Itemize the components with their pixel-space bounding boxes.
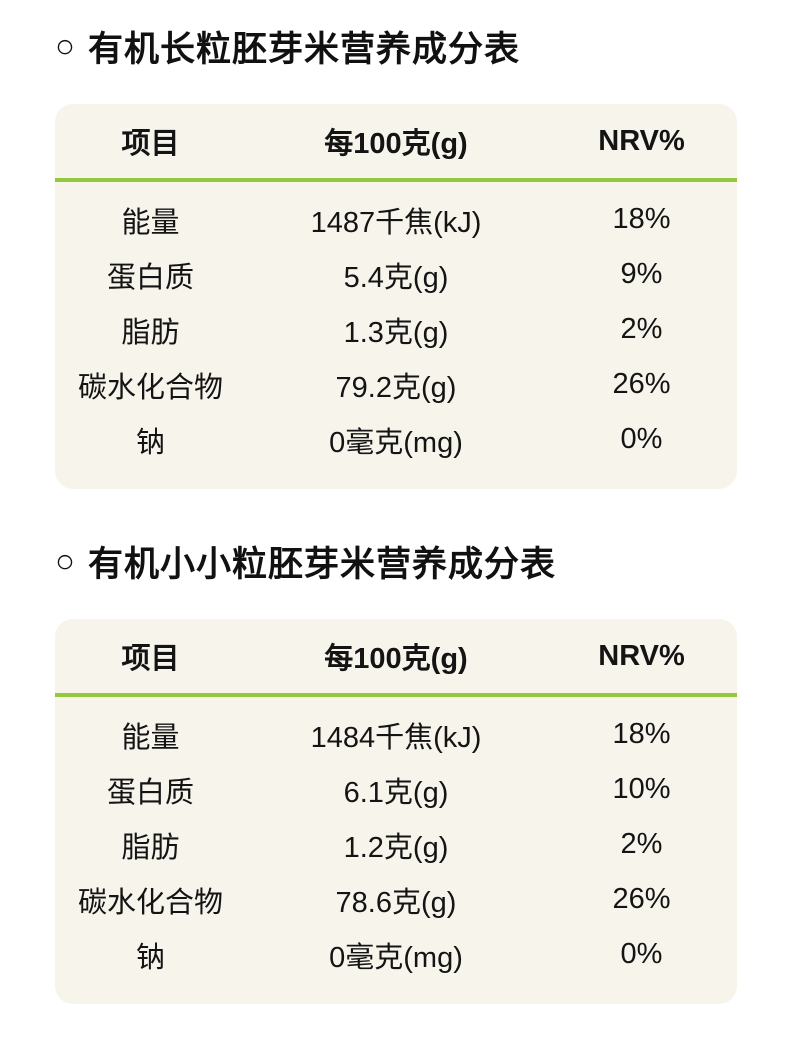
cell-per100g: 5.4克(g) bbox=[343, 261, 449, 294]
section-title-long-grain: ○ 有机长粒胚芽米营养成分表 bbox=[55, 24, 737, 69]
table-row-protein: 蛋白质 6.1克(g) 10% bbox=[55, 762, 737, 817]
cell-per100g: 1484千焦(kJ) bbox=[310, 721, 482, 754]
cell-item: 脂肪 bbox=[121, 831, 180, 864]
cell-item: 碳水化合物 bbox=[77, 886, 223, 919]
cell-nrv: 18% bbox=[612, 718, 671, 750]
table-body: 能量 1484千焦(kJ) 18% 蛋白质 6.1克(g) 10% 脂肪 1.2… bbox=[55, 697, 737, 1004]
table-row-protein: 蛋白质 5.4克(g) 9% bbox=[55, 247, 737, 302]
cell-nrv: 10% bbox=[612, 773, 671, 805]
column-header-item: 项目 bbox=[121, 128, 180, 160]
column-header-item: 项目 bbox=[121, 643, 180, 675]
cell-per100g: 1.2克(g) bbox=[343, 831, 449, 864]
circle-bullet-icon: ○ bbox=[55, 541, 76, 579]
table-body: 能量 1487千焦(kJ) 18% 蛋白质 5.4克(g) 9% 脂肪 1.3克… bbox=[55, 182, 737, 489]
table-row-fat: 脂肪 1.2克(g) 2% bbox=[55, 817, 737, 872]
cell-item: 蛋白质 bbox=[106, 776, 194, 809]
cell-per100g: 78.6克(g) bbox=[335, 886, 457, 919]
section-title-text: 有机小小粒胚芽米营养成分表 bbox=[87, 544, 556, 584]
table-row-fat: 脂肪 1.3克(g) 2% bbox=[55, 302, 737, 357]
table-row-sodium: 钠 0毫克(mg) 0% bbox=[55, 927, 737, 982]
nutrition-section-long-grain: ○ 有机长粒胚芽米营养成分表 项目 每100克(g) NRV% 能量 1487千… bbox=[55, 24, 737, 489]
column-header-per100g: 每100克(g) bbox=[324, 128, 468, 160]
cell-nrv: 18% bbox=[612, 203, 671, 235]
cell-per100g: 0毫克(mg) bbox=[329, 426, 463, 459]
cell-per100g: 0毫克(mg) bbox=[329, 941, 463, 974]
table-row-carbohydrate: 碳水化合物 78.6克(g) 26% bbox=[55, 872, 737, 927]
cell-nrv: 26% bbox=[612, 883, 671, 915]
cell-nrv: 2% bbox=[620, 828, 663, 860]
cell-item: 碳水化合物 bbox=[77, 371, 223, 404]
circle-bullet-icon: ○ bbox=[55, 26, 76, 64]
cell-item: 钠 bbox=[135, 426, 165, 459]
column-header-per100g: 每100克(g) bbox=[324, 643, 468, 675]
cell-item: 能量 bbox=[121, 206, 180, 239]
nutrition-table-small-grain: 项目 每100克(g) NRV% 能量 1484千焦(kJ) 18% 蛋白质 6… bbox=[55, 619, 737, 1004]
cell-per100g: 1487千焦(kJ) bbox=[310, 206, 482, 239]
green-divider bbox=[55, 178, 737, 182]
table-row-carbohydrate: 碳水化合物 79.2克(g) 26% bbox=[55, 357, 737, 412]
column-header-nrv: NRV% bbox=[598, 639, 685, 672]
cell-nrv: 0% bbox=[620, 938, 663, 970]
cell-per100g: 1.3克(g) bbox=[343, 316, 449, 349]
table-row-sodium: 钠 0毫克(mg) 0% bbox=[55, 412, 737, 467]
cell-item: 钠 bbox=[135, 941, 165, 974]
table-row-energy: 能量 1484千焦(kJ) 18% bbox=[55, 707, 737, 762]
table-row-energy: 能量 1487千焦(kJ) 18% bbox=[55, 192, 737, 247]
cell-item: 蛋白质 bbox=[106, 261, 194, 294]
cell-nrv: 26% bbox=[612, 368, 671, 400]
cell-per100g: 6.1克(g) bbox=[343, 776, 449, 809]
table-header-row: 项目 每100克(g) NRV% bbox=[55, 619, 737, 693]
cell-nrv: 9% bbox=[620, 258, 663, 290]
column-header-nrv: NRV% bbox=[598, 124, 685, 157]
cell-item: 脂肪 bbox=[121, 316, 180, 349]
section-title-small-grain: ○ 有机小小粒胚芽米营养成分表 bbox=[55, 539, 737, 584]
nutrition-section-small-grain: ○ 有机小小粒胚芽米营养成分表 项目 每100克(g) NRV% 能量 1484… bbox=[55, 539, 737, 1004]
section-title-text: 有机长粒胚芽米营养成分表 bbox=[87, 29, 520, 69]
nutrition-table-long-grain: 项目 每100克(g) NRV% 能量 1487千焦(kJ) 18% 蛋白质 5… bbox=[55, 104, 737, 489]
table-header-row: 项目 每100克(g) NRV% bbox=[55, 104, 737, 178]
cell-per100g: 79.2克(g) bbox=[335, 371, 457, 404]
green-divider bbox=[55, 693, 737, 697]
cell-item: 能量 bbox=[121, 721, 180, 754]
cell-nrv: 2% bbox=[620, 313, 663, 345]
cell-nrv: 0% bbox=[620, 423, 663, 455]
